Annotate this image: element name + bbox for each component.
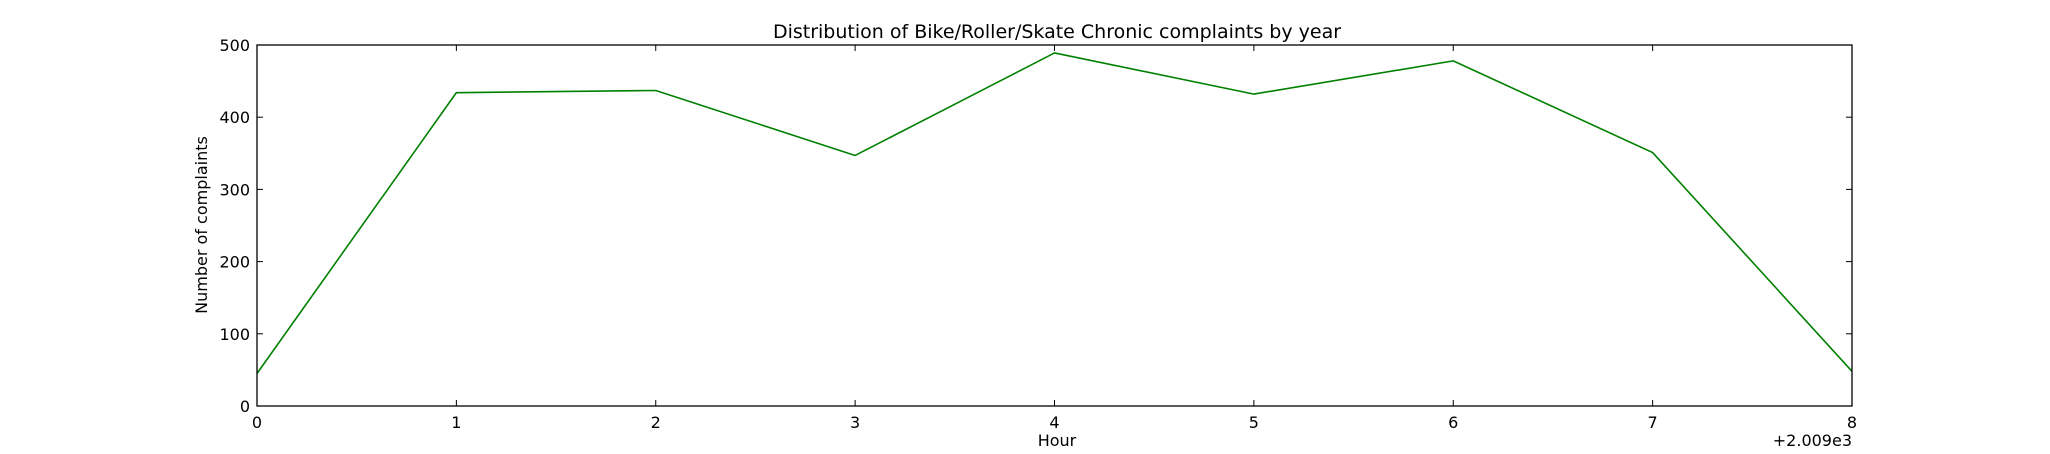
x-tick-label: 4 xyxy=(1049,413,1059,432)
x-tick-label: 3 xyxy=(850,413,860,432)
y-tick-label: 500 xyxy=(219,36,250,55)
chart-title: Distribution of Bike/Roller/Skate Chroni… xyxy=(773,21,1341,43)
y-tick-label: 100 xyxy=(219,325,250,344)
x-tick-label: 5 xyxy=(1249,413,1259,432)
x-tick-label: 0 xyxy=(252,413,262,432)
x-tick-label: 7 xyxy=(1648,413,1658,432)
x-tick-label: 2 xyxy=(651,413,661,432)
plot-area: 0 1 2 3 4 5 6 7 8 0 100 200 300 400 500 xyxy=(219,36,1857,432)
y-axis-label: Number of complaints xyxy=(192,136,211,314)
plot-frame xyxy=(256,44,1853,407)
series-line-0 xyxy=(256,52,1853,374)
y-tick-label: 400 xyxy=(219,108,250,127)
y-tick-label: 300 xyxy=(219,180,250,199)
x-tick-label: 6 xyxy=(1448,413,1458,432)
y-tick-label: 0 xyxy=(240,397,250,416)
x-axis-offset-label: +2.009e3 xyxy=(1773,431,1852,450)
y-tick-label: 200 xyxy=(219,253,250,272)
x-axis-label: Hour xyxy=(1038,431,1077,450)
x-tick-label: 1 xyxy=(451,413,461,432)
x-tick-label: 8 xyxy=(1847,413,1857,432)
